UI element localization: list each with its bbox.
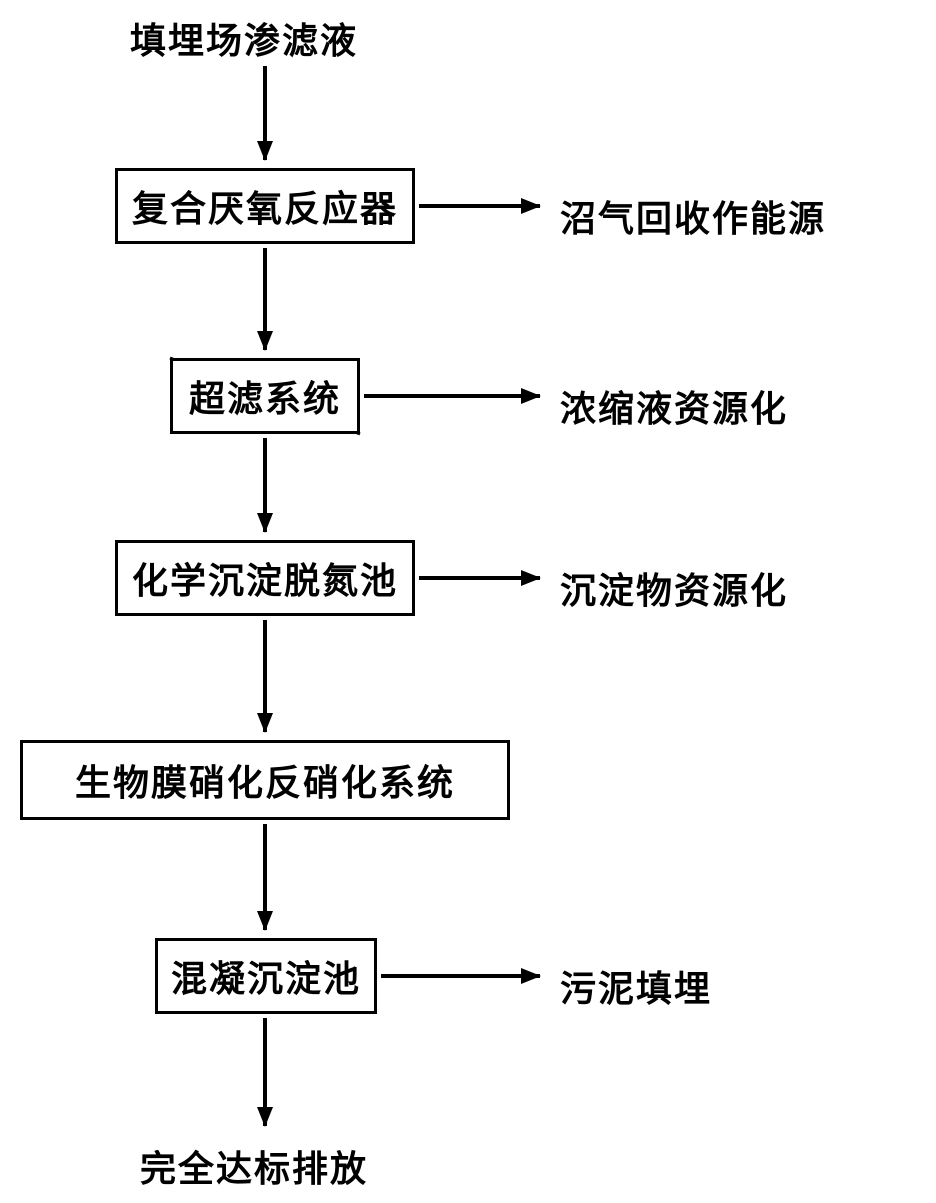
flow-node-label: 化学沉淀脱氮池 [132,552,398,604]
flow-text-end: 完全达标排放 [140,1140,368,1192]
flow-text-out3: 沉淀物资源化 [560,562,788,614]
flow-node-n2: 超滤系统 [170,358,360,434]
flow-text-out1: 沼气回收作能源 [560,190,826,242]
flow-node-n4: 生物膜硝化反硝化系统 [20,740,510,820]
flow-node-label: 超滤系统 [189,370,341,422]
flowchart-canvas: 填埋场渗滤液复合厌氧反应器 沼气回收作能源超滤系统 浓缩液资源化化学沉淀脱氮池 沉淀物… [0,0,936,1203]
flow-text-start: 填埋场渗滤液 [130,12,358,64]
flow-node-label: 生物膜硝化反硝化系统 [75,754,455,806]
flow-node-n1: 复合厌氧反应器 [115,168,415,244]
flow-node-n5: 混凝沉淀池 [155,938,377,1014]
flow-node-n3: 化学沉淀脱氮池 [115,540,415,616]
flow-node-label: 复合厌氧反应器 [132,180,398,232]
flow-text-out5: 污泥填埋 [560,960,712,1012]
flow-node-label: 混凝沉淀池 [171,950,361,1002]
flow-text-out2: 浓缩液资源化 [560,380,788,432]
